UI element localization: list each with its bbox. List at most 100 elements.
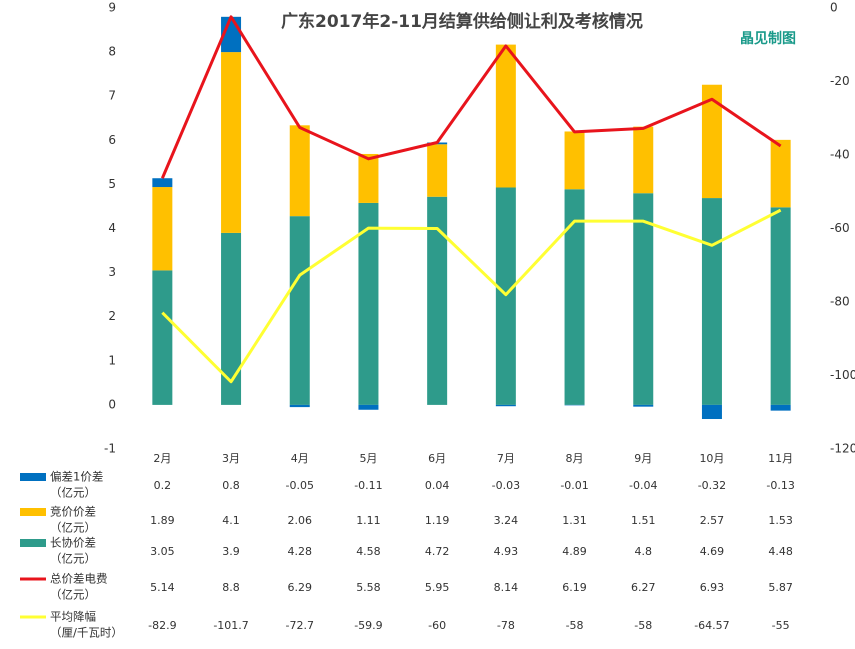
table-value: 0.2 — [154, 479, 172, 492]
table-value: 3.24 — [494, 514, 519, 527]
table-value: -101.7 — [213, 619, 248, 632]
y-tick-label: 6 — [108, 133, 116, 147]
line — [161, 208, 782, 384]
bar-segment — [701, 404, 722, 420]
table-value: 4.93 — [494, 545, 519, 558]
bar-segment — [358, 153, 379, 203]
bar-segment — [701, 198, 722, 405]
bar-segment — [152, 270, 173, 405]
bar-segment — [289, 125, 310, 217]
bar-segment — [564, 189, 585, 405]
table-value: 8.8 — [222, 581, 240, 594]
table-value: 2.57 — [700, 514, 725, 527]
x-tick-label: 2月 — [153, 452, 171, 465]
bar-segment — [289, 216, 310, 405]
table-value: 5.87 — [768, 581, 793, 594]
table-value: 0.04 — [425, 479, 450, 492]
table-value: 0.8 — [222, 479, 240, 492]
table-value: 4.69 — [700, 545, 725, 558]
table-value: -82.9 — [148, 619, 176, 632]
table-value: 1.19 — [425, 514, 450, 527]
x-tick-label: 6月 — [428, 452, 446, 465]
y-tick-label: 9 — [108, 1, 116, 15]
bar-segment — [358, 404, 379, 410]
legend-label: 竞价价差 — [50, 505, 96, 519]
bar-segment — [427, 196, 448, 405]
bar-segment — [495, 187, 516, 405]
bar-segment — [427, 144, 448, 197]
legend-unit: （厘/千瓦时） — [50, 626, 123, 640]
table-value: -0.32 — [698, 479, 726, 492]
table-value: 6.27 — [631, 581, 656, 594]
legend-unit: （亿元） — [50, 521, 96, 535]
legend-label: 偏差1价差 — [50, 470, 103, 484]
y2-tick-label: -60 — [830, 221, 850, 235]
table-value: -78 — [497, 619, 515, 632]
bar-segment — [358, 202, 379, 405]
y-tick-label: 0 — [108, 397, 116, 411]
table-value: 4.89 — [562, 545, 587, 558]
x-tick-label: 4月 — [291, 452, 309, 465]
legend-label: 平均降幅 — [50, 610, 96, 624]
y2-tick-label: -40 — [830, 148, 850, 162]
table-value: 4.58 — [356, 545, 381, 558]
bar-segment — [152, 178, 173, 188]
legend-label: 长协价差 — [50, 536, 96, 550]
table-value: -0.11 — [354, 479, 382, 492]
y-tick-label: 1 — [108, 353, 116, 367]
y-tick-label: 2 — [108, 309, 116, 323]
table-value: 1.89 — [150, 514, 175, 527]
legend-swatch — [20, 539, 46, 547]
y-tick-label: 5 — [108, 177, 116, 191]
legend-unit: （亿元） — [50, 588, 96, 602]
bar-segment — [152, 187, 173, 271]
table-value: -0.05 — [286, 479, 314, 492]
bar-segment — [770, 404, 791, 411]
bar-segment — [289, 404, 310, 408]
table-value: 8.14 — [494, 581, 519, 594]
bar-segment — [221, 52, 242, 233]
x-tick-label: 8月 — [566, 452, 584, 465]
line — [160, 15, 782, 179]
table-value: 4.8 — [635, 545, 653, 558]
table-value: -0.04 — [629, 479, 657, 492]
table-value: -58 — [566, 619, 584, 632]
x-tick-label: 9月 — [634, 452, 652, 465]
legend-unit: （亿元） — [50, 486, 96, 500]
table-value: 1.11 — [356, 514, 381, 527]
table-value: 2.06 — [288, 514, 313, 527]
bar-segment — [564, 131, 585, 190]
x-tick-label: 11月 — [768, 452, 793, 465]
table-value: 5.14 — [150, 581, 175, 594]
bar-segment — [495, 44, 516, 188]
table-value: -59.9 — [354, 619, 382, 632]
table-value: 6.93 — [700, 581, 725, 594]
y2-tick-label: -100 — [830, 368, 855, 382]
table-value: 1.31 — [562, 514, 587, 527]
legend-label: 总价差电费 — [50, 572, 108, 586]
y-tick-label: 8 — [108, 45, 116, 59]
bar-segment — [495, 404, 516, 407]
table-value: 6.19 — [562, 581, 587, 594]
x-tick-label: 7月 — [497, 452, 515, 465]
table-value: 1.51 — [631, 514, 656, 527]
table-value: 4.28 — [288, 545, 313, 558]
table-value: 4.48 — [768, 545, 793, 558]
y2-tick-label: -80 — [830, 295, 850, 309]
table-value: -0.03 — [492, 479, 520, 492]
y2-tick-label: 0 — [830, 1, 838, 15]
table-value: -64.57 — [694, 619, 729, 632]
x-tick-label: 10月 — [699, 452, 724, 465]
bar-segment — [633, 193, 654, 405]
legend-unit: （亿元） — [50, 552, 96, 566]
x-tick-label: 3月 — [222, 452, 240, 465]
bar-segment — [633, 126, 654, 194]
table-value: -0.01 — [560, 479, 588, 492]
y2-tick-label: -120 — [830, 442, 855, 456]
y-tick-label: -1 — [104, 442, 116, 456]
y-tick-label: 4 — [108, 221, 116, 235]
chart-title: 广东2017年2-11月结算供给侧让利及考核情况 — [281, 11, 643, 32]
table-value: 5.58 — [356, 581, 381, 594]
table-value: 4.1 — [222, 514, 240, 527]
